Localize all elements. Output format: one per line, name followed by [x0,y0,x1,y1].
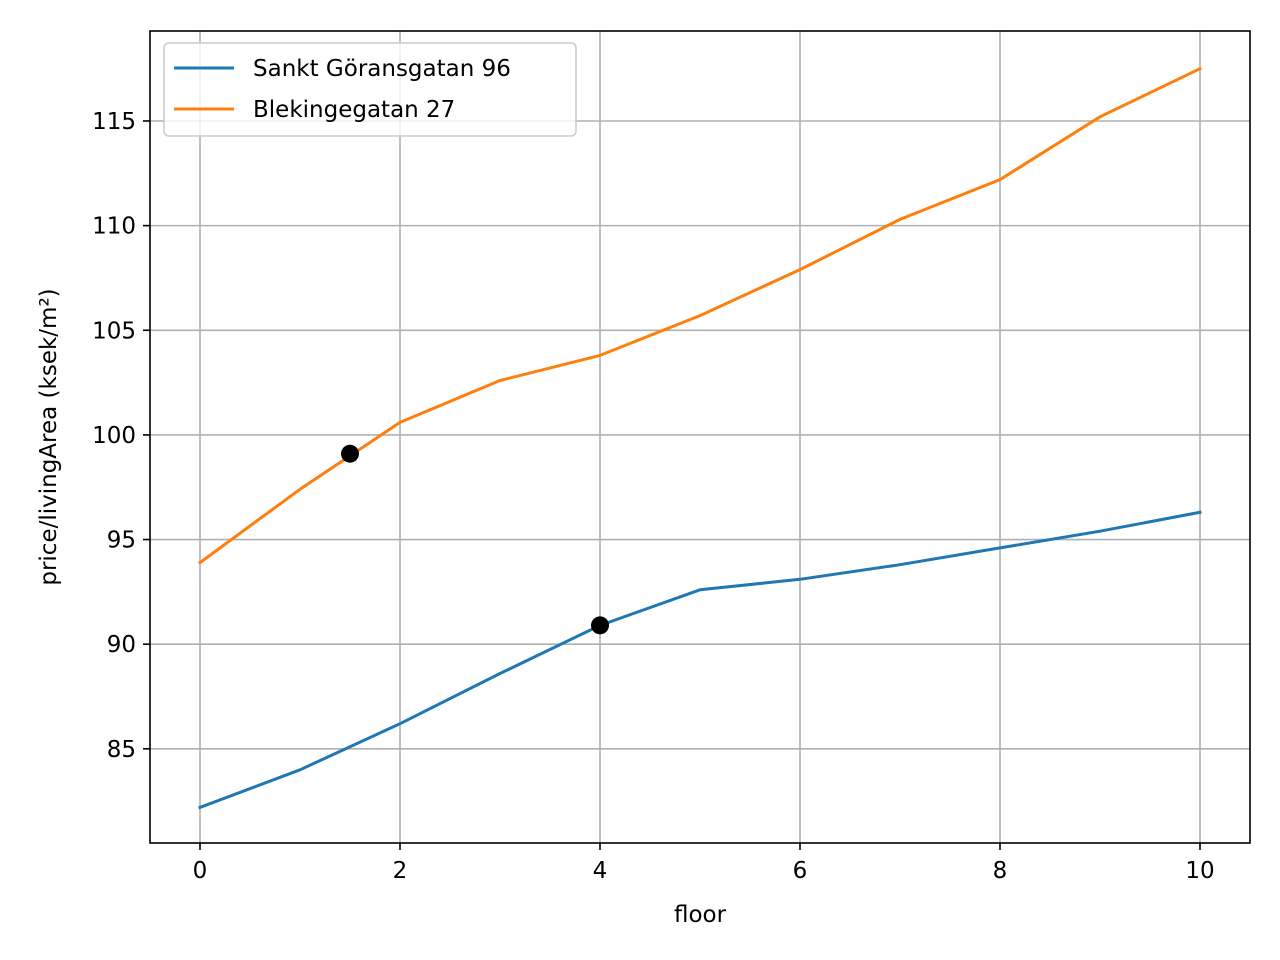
grid [150,31,1250,843]
x-axis-label: floor [674,902,727,928]
series-line-2 [197,66,1203,565]
series-line-1 [198,510,1202,810]
y-tick-label: 115 [92,109,136,135]
y-axis-ticks: 85 90 95 100 105 110 115 [92,109,150,763]
y-axis-label: price/livingArea (ksek/m²) [36,288,62,585]
highlight-point [591,616,609,635]
y-tick-label: 85 [107,737,136,763]
highlight-point [341,444,359,463]
legend: Sankt Göransgatan 96 Blekingegatan 27 [163,42,577,137]
y-tick-label: 90 [107,632,136,658]
x-tick-label: 4 [593,858,608,884]
x-tick-label: 8 [993,858,1008,884]
y-tick-label: 110 [92,214,136,240]
plot-frame [149,30,1251,844]
x-tick-label: 0 [193,858,208,884]
x-tick-label: 10 [1185,858,1214,884]
y-tick-label: 105 [92,318,136,344]
y-tick-label: 95 [107,528,136,554]
x-tick-label: 2 [393,858,408,884]
y-tick-label: 100 [92,423,136,449]
x-tick-label: 6 [793,858,808,884]
legend-box [163,42,577,137]
legend-entry-label: Blekingegatan 27 [253,97,455,123]
highlight-markers [341,444,609,635]
series-lines [197,66,1203,810]
x-axis-ticks: 0 2 4 6 8 10 [193,843,1215,884]
legend-entry-label: Sankt Göransgatan 96 [253,56,511,82]
